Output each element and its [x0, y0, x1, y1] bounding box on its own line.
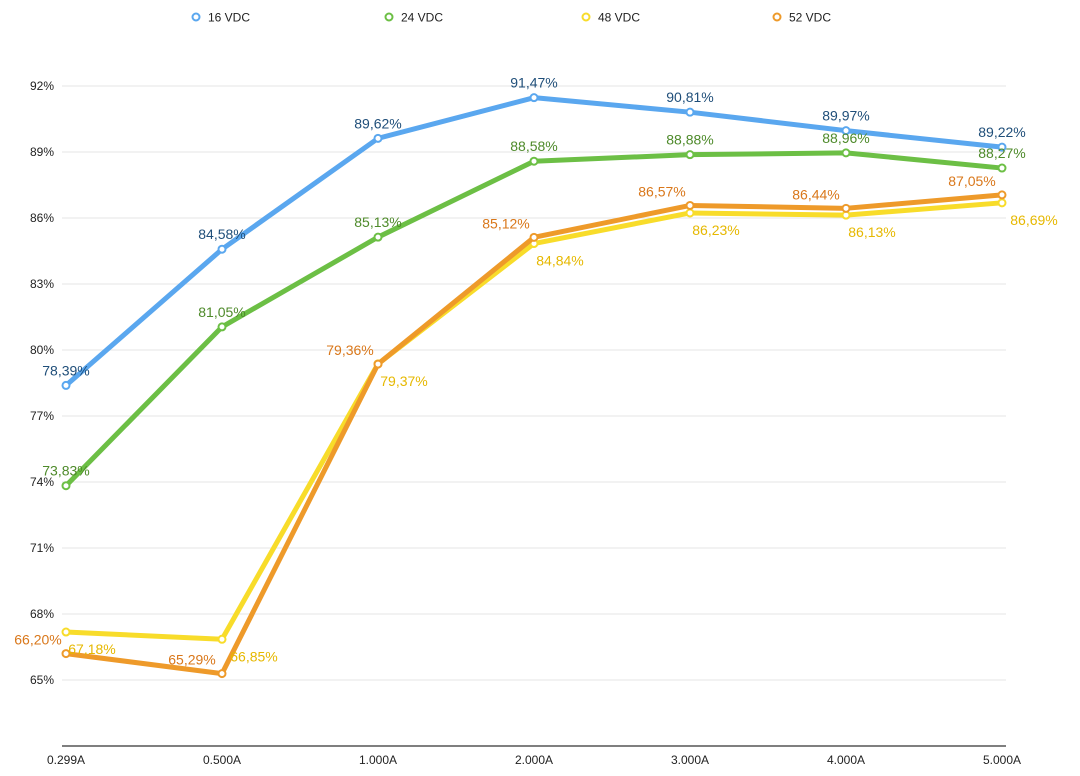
data-point — [373, 359, 383, 369]
data-label: 86,23% — [692, 222, 739, 238]
data-label: 89,62% — [354, 115, 401, 131]
data-label: 88,96% — [822, 130, 869, 146]
data-point — [217, 634, 227, 644]
data-label: 86,69% — [1010, 212, 1057, 228]
data-label: 67,18% — [68, 641, 115, 657]
y-tick-label: 86% — [30, 211, 54, 225]
data-label: 81,05% — [198, 304, 245, 320]
data-label: 88,88% — [666, 132, 713, 148]
x-tick-label: 0.299A — [47, 753, 85, 767]
legend-marker-icon — [191, 12, 201, 22]
y-tick-label: 68% — [30, 607, 54, 621]
data-label: 90,81% — [666, 89, 713, 105]
data-label: 66,20% — [14, 632, 61, 648]
data-point — [841, 126, 851, 136]
data-label: 89,97% — [822, 108, 869, 124]
data-point — [373, 232, 383, 242]
data-point — [685, 150, 695, 160]
series-line — [63, 200, 1005, 642]
data-point — [61, 649, 71, 659]
data-point — [217, 244, 227, 254]
data-point — [685, 208, 695, 218]
data-point — [997, 198, 1007, 208]
data-point — [997, 142, 1007, 152]
data-label: 84,58% — [198, 226, 245, 242]
data-point — [841, 148, 851, 158]
data-point — [529, 156, 539, 166]
data-point — [529, 93, 539, 103]
legend-label: 48 VDC — [598, 11, 640, 25]
data-label: 85,13% — [354, 214, 401, 230]
y-tick-label: 65% — [30, 673, 54, 687]
legend-marker-icon — [772, 12, 782, 22]
data-point — [61, 380, 71, 390]
y-tick-label: 77% — [30, 409, 54, 423]
data-point — [685, 200, 695, 210]
legend-marker-icon — [384, 12, 394, 22]
data-point — [997, 163, 1007, 173]
data-label: 65,29% — [168, 652, 215, 668]
data-label: 78,39% — [42, 362, 89, 378]
data-label: 84,84% — [536, 253, 583, 269]
data-label: 86,57% — [638, 183, 685, 199]
data-label: 79,37% — [380, 373, 427, 389]
data-point — [685, 107, 695, 117]
data-label: 86,13% — [848, 224, 895, 240]
data-point — [373, 133, 383, 143]
series-line — [63, 192, 1005, 677]
data-label: 86,44% — [792, 186, 839, 202]
y-tick-label: 80% — [30, 343, 54, 357]
data-label: 89,22% — [978, 124, 1025, 140]
x-tick-label: 2.000A — [515, 753, 553, 767]
data-label: 91,47% — [510, 75, 557, 91]
x-tick-label: 0.500A — [203, 753, 241, 767]
legend-label: 24 VDC — [401, 11, 443, 25]
legend-label: 52 VDC — [789, 11, 831, 25]
data-label: 85,12% — [482, 215, 529, 231]
x-tick-label: 3.000A — [671, 753, 709, 767]
data-label: 73,83% — [42, 463, 89, 479]
data-point — [997, 190, 1007, 200]
data-point — [529, 232, 539, 242]
y-tick-label: 71% — [30, 541, 54, 555]
data-point — [61, 627, 71, 637]
y-tick-label: 89% — [30, 145, 54, 159]
y-tick-label: 92% — [30, 79, 54, 93]
data-point — [841, 203, 851, 213]
y-tick-label: 83% — [30, 277, 54, 291]
data-label: 87,05% — [948, 173, 995, 189]
data-label: 79,36% — [326, 342, 373, 358]
x-tick-label: 1.000A — [359, 753, 397, 767]
legend-marker-icon — [581, 12, 591, 22]
data-label: 88,58% — [510, 138, 557, 154]
x-tick-label: 4.000A — [827, 753, 865, 767]
data-point — [61, 481, 71, 491]
data-label: 66,85% — [230, 648, 277, 664]
y-tick-label: 74% — [30, 475, 54, 489]
data-label: 88,27% — [978, 145, 1025, 161]
legend-label: 16 VDC — [208, 11, 250, 25]
data-point — [217, 669, 227, 679]
x-tick-label: 5.000A — [983, 753, 1021, 767]
data-point — [217, 322, 227, 332]
